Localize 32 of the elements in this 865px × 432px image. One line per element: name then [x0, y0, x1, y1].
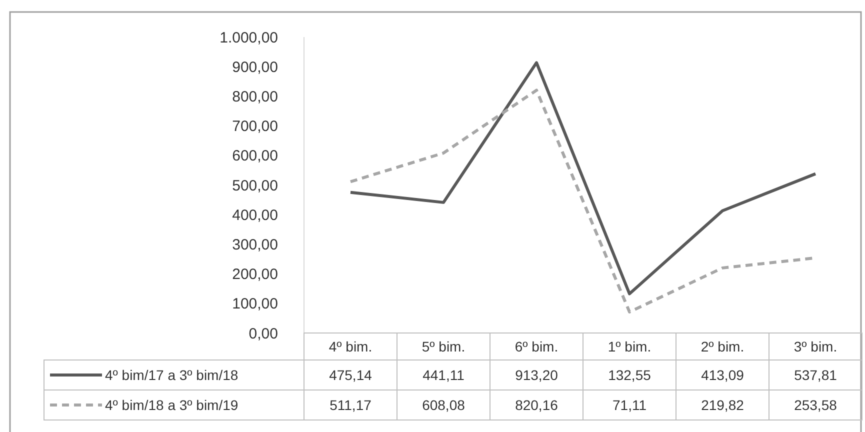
x-tick-label: 3º bim. — [794, 338, 838, 354]
data-label: 71,11 — [612, 396, 647, 413]
data-label: 913,20 — [515, 366, 558, 383]
data-label: 608,08 — [422, 396, 466, 413]
y-tick-label: 500,00 — [232, 177, 278, 194]
data-label: 511,17 — [330, 396, 372, 413]
data-label: 253,58 — [794, 396, 838, 413]
y-tick-label: 100,00 — [232, 296, 278, 313]
y-tick-label: 700,00 — [232, 118, 278, 136]
x-tick-label: 1º bim. — [608, 338, 652, 354]
data-label: 132,55 — [608, 366, 652, 383]
y-tick-label: 400,00 — [232, 206, 278, 224]
x-tick-label: 2º bim. — [700, 338, 744, 354]
legend-label: 4º bim/18 a 3º bim/19 — [105, 396, 238, 413]
y-tick-label: 600,00 — [232, 148, 278, 165]
data-label: 475,14 — [329, 366, 372, 383]
data-label: 537,81 — [794, 366, 838, 383]
y-tick-label: 0,00 — [248, 325, 278, 342]
x-tick-label: 6º bim. — [514, 338, 558, 354]
x-tick-label: 5º bim. — [422, 338, 466, 354]
data-label: 219,82 — [701, 396, 744, 413]
x-tick-label: 4º bim. — [328, 338, 372, 354]
data-label: 820,16 — [515, 396, 558, 413]
y-tick-label: 1.000,00 — [220, 29, 278, 46]
y-tick-label: 200,00 — [232, 266, 278, 284]
y-tick-label: 300,00 — [232, 236, 278, 254]
legend-label: 4º bim/17 a 3º bim/18 — [105, 366, 238, 383]
data-label: 441,11 — [422, 366, 465, 383]
y-tick-label: 900,00 — [232, 58, 278, 76]
y-tick-label: 800,00 — [232, 88, 278, 106]
line-series — [349, 61, 817, 296]
data-label: 413,09 — [701, 366, 744, 383]
